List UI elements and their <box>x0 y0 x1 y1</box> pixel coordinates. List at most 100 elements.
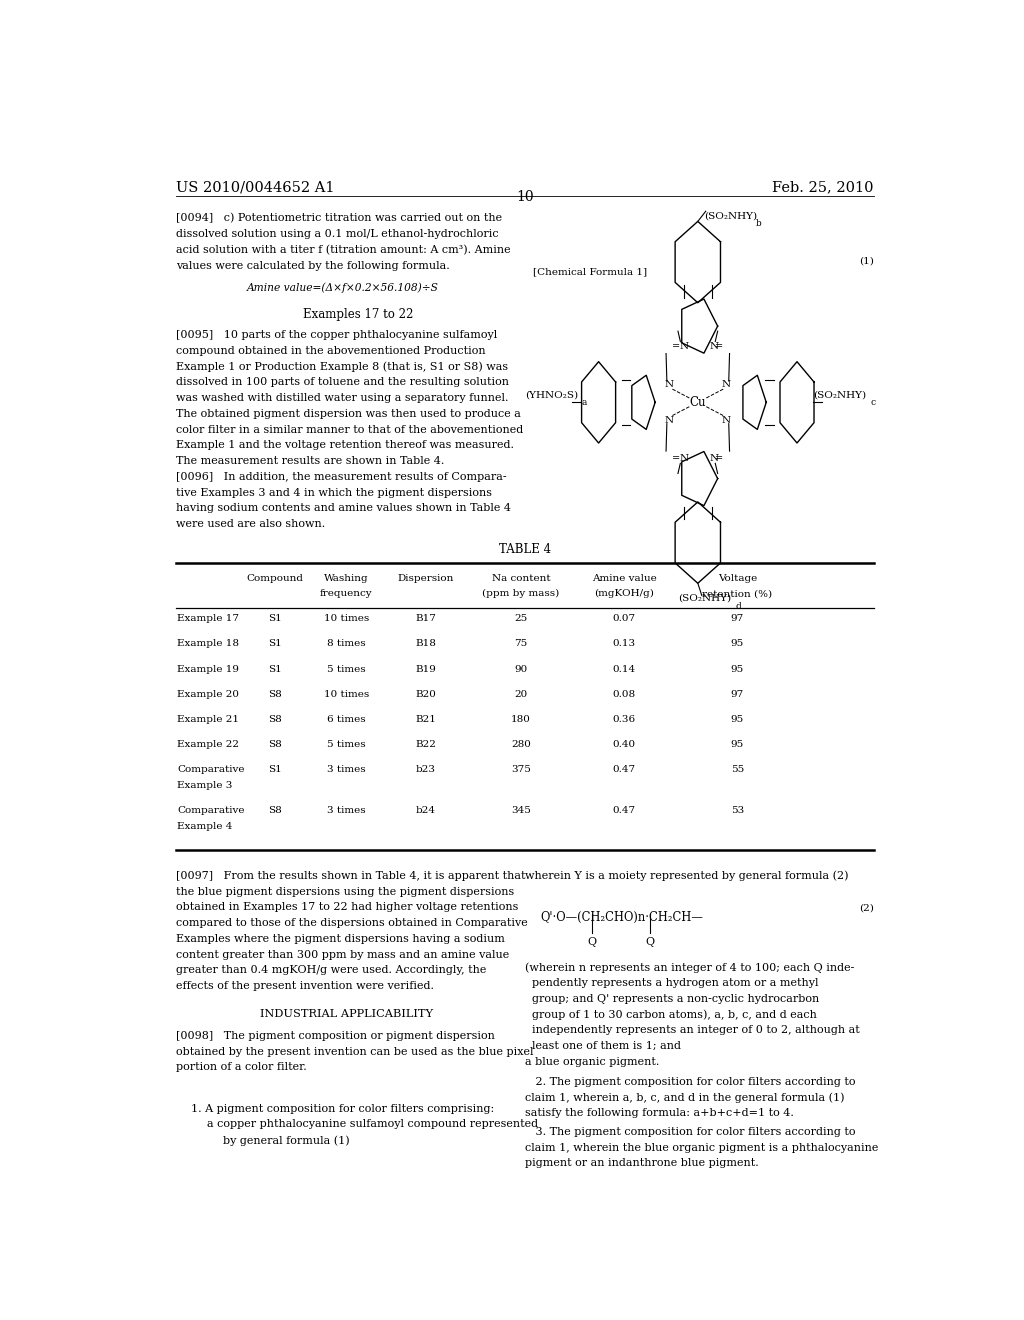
Text: content greater than 300 ppm by mass and an amine value: content greater than 300 ppm by mass and… <box>176 949 509 960</box>
Text: Voltage: Voltage <box>718 574 757 582</box>
Text: effects of the present invention were verified.: effects of the present invention were ve… <box>176 981 433 991</box>
Text: (SO₂NHY): (SO₂NHY) <box>705 211 758 220</box>
Text: B17: B17 <box>415 614 436 623</box>
Text: obtained by the present invention can be used as the blue pixel: obtained by the present invention can be… <box>176 1047 534 1056</box>
Text: Example 20: Example 20 <box>177 690 240 698</box>
Text: B19: B19 <box>415 665 436 673</box>
Text: S1: S1 <box>268 766 282 775</box>
Text: b24: b24 <box>416 807 435 816</box>
Text: pigment or an indanthrone blue pigment.: pigment or an indanthrone blue pigment. <box>524 1159 759 1168</box>
Text: 0.07: 0.07 <box>612 614 636 623</box>
Text: group; and Q' represents a non-cyclic hydrocarbon: group; and Q' represents a non-cyclic hy… <box>524 994 819 1003</box>
Text: 0.08: 0.08 <box>612 690 636 698</box>
Text: N: N <box>722 416 731 425</box>
Text: 95: 95 <box>731 639 744 648</box>
Text: values were calculated by the following formula.: values were calculated by the following … <box>176 260 450 271</box>
Text: 95: 95 <box>731 715 744 725</box>
Text: a blue organic pigment.: a blue organic pigment. <box>524 1057 659 1067</box>
Text: pendently represents a hydrogen atom or a methyl: pendently represents a hydrogen atom or … <box>524 978 818 989</box>
Text: N: N <box>679 342 688 351</box>
Text: a: a <box>582 399 587 408</box>
Text: INDUSTRIAL APPLICABILITY: INDUSTRIAL APPLICABILITY <box>260 1008 433 1019</box>
Text: 0.36: 0.36 <box>612 715 636 725</box>
Text: by general formula (1): by general formula (1) <box>223 1135 350 1146</box>
Text: =: = <box>672 454 680 463</box>
Text: Example 1 or Production Example 8 (that is, S1 or S8) was: Example 1 or Production Example 8 (that … <box>176 362 508 372</box>
Text: Example 17: Example 17 <box>177 614 240 623</box>
Text: claim 1, wherein the blue organic pigment is a phthalocyanine: claim 1, wherein the blue organic pigmen… <box>524 1143 879 1152</box>
Text: 8 times: 8 times <box>327 639 366 648</box>
Text: Example 19: Example 19 <box>177 665 240 673</box>
Text: Examples where the pigment dispersions having a sodium: Examples where the pigment dispersions h… <box>176 933 505 944</box>
Text: Example 4: Example 4 <box>177 822 232 832</box>
Text: US 2010/0044652 A1: US 2010/0044652 A1 <box>176 181 334 195</box>
Text: Example 1 and the voltage retention thereof was measured.: Example 1 and the voltage retention ther… <box>176 441 514 450</box>
Text: 95: 95 <box>731 665 744 673</box>
Text: 5 times: 5 times <box>327 741 366 750</box>
Text: portion of a color filter.: portion of a color filter. <box>176 1063 306 1072</box>
Text: The measurement results are shown in Table 4.: The measurement results are shown in Tab… <box>176 457 444 466</box>
Text: (YHNO₂S): (YHNO₂S) <box>524 391 578 399</box>
Text: Dispersion: Dispersion <box>397 574 454 582</box>
Text: 10 times: 10 times <box>324 690 369 698</box>
Text: 75: 75 <box>514 639 527 648</box>
Text: [0094]   c) Potentiometric titration was carried out on the: [0094] c) Potentiometric titration was c… <box>176 214 502 223</box>
Text: Compound: Compound <box>247 574 303 582</box>
Text: obtained in Examples 17 to 22 had higher voltage retentions: obtained in Examples 17 to 22 had higher… <box>176 903 518 912</box>
Text: Example 18: Example 18 <box>177 639 240 648</box>
Text: Comparative: Comparative <box>177 807 245 816</box>
Text: =: = <box>715 342 723 351</box>
Text: Washing: Washing <box>324 574 369 582</box>
Text: dissolved in 100 parts of toluene and the resulting solution: dissolved in 100 parts of toluene and th… <box>176 378 509 388</box>
Text: dissolved solution using a 0.1 mol/L ethanol-hydrochloric: dissolved solution using a 0.1 mol/L eth… <box>176 230 499 239</box>
Text: 280: 280 <box>511 741 530 750</box>
Text: [0096]   In addition, the measurement results of Compara-: [0096] In addition, the measurement resu… <box>176 473 506 482</box>
Text: Feb. 25, 2010: Feb. 25, 2010 <box>772 181 873 195</box>
Text: S8: S8 <box>268 715 282 725</box>
Text: 53: 53 <box>731 807 744 816</box>
Text: [0095]   10 parts of the copper phthalocyanine sulfamoyl: [0095] 10 parts of the copper phthalocya… <box>176 330 497 341</box>
Text: 10 times: 10 times <box>324 614 369 623</box>
Text: 97: 97 <box>731 690 744 698</box>
Text: having sodium contents and amine values shown in Table 4: having sodium contents and amine values … <box>176 503 511 513</box>
Text: =: = <box>715 454 723 463</box>
Text: 25: 25 <box>514 614 527 623</box>
Text: 0.13: 0.13 <box>612 639 636 648</box>
Text: 0.40: 0.40 <box>612 741 636 750</box>
Text: 0.47: 0.47 <box>612 807 636 816</box>
Text: c: c <box>870 399 876 408</box>
Text: (ppm by mass): (ppm by mass) <box>482 589 559 598</box>
Text: N: N <box>722 380 731 388</box>
Text: S1: S1 <box>268 639 282 648</box>
Text: retention (%): retention (%) <box>702 589 772 598</box>
Text: b23: b23 <box>416 766 435 775</box>
Text: [Chemical Formula 1]: [Chemical Formula 1] <box>532 267 647 276</box>
Text: Amine value: Amine value <box>592 574 656 582</box>
Text: 97: 97 <box>731 614 744 623</box>
Text: 2. The pigment composition for color filters according to: 2. The pigment composition for color fil… <box>524 1077 855 1086</box>
Text: Example 21: Example 21 <box>177 715 240 725</box>
Text: was washed with distilled water using a separatory funnel.: was washed with distilled water using a … <box>176 393 508 403</box>
Text: 180: 180 <box>511 715 530 725</box>
Text: N: N <box>710 342 719 351</box>
Text: (SO₂NHY): (SO₂NHY) <box>813 391 866 399</box>
Text: Q: Q <box>645 937 654 946</box>
Text: color filter in a similar manner to that of the abovementioned: color filter in a similar manner to that… <box>176 425 523 434</box>
Text: N: N <box>665 380 674 388</box>
Text: greater than 0.4 mgKOH/g were used. Accordingly, the: greater than 0.4 mgKOH/g were used. Acco… <box>176 965 486 975</box>
Text: 375: 375 <box>511 766 530 775</box>
Text: Q'·O—(CH₂CHO)n·CH₂CH—: Q'·O—(CH₂CHO)n·CH₂CH— <box>541 911 703 924</box>
Text: =: = <box>672 342 680 351</box>
Text: 20: 20 <box>514 690 527 698</box>
Text: were used are also shown.: were used are also shown. <box>176 519 325 529</box>
Text: Q: Q <box>588 937 597 946</box>
Text: 0.14: 0.14 <box>612 665 636 673</box>
Text: tive Examples 3 and 4 in which the pigment dispersions: tive Examples 3 and 4 in which the pigme… <box>176 487 492 498</box>
Text: Example 22: Example 22 <box>177 741 240 750</box>
Text: 0.47: 0.47 <box>612 766 636 775</box>
Text: acid solution with a titer f (titration amount: A cm³). Amine: acid solution with a titer f (titration … <box>176 244 510 255</box>
Text: S8: S8 <box>268 690 282 698</box>
Text: S8: S8 <box>268 807 282 816</box>
Text: S1: S1 <box>268 614 282 623</box>
Text: The obtained pigment dispersion was then used to produce a: The obtained pigment dispersion was then… <box>176 409 520 418</box>
